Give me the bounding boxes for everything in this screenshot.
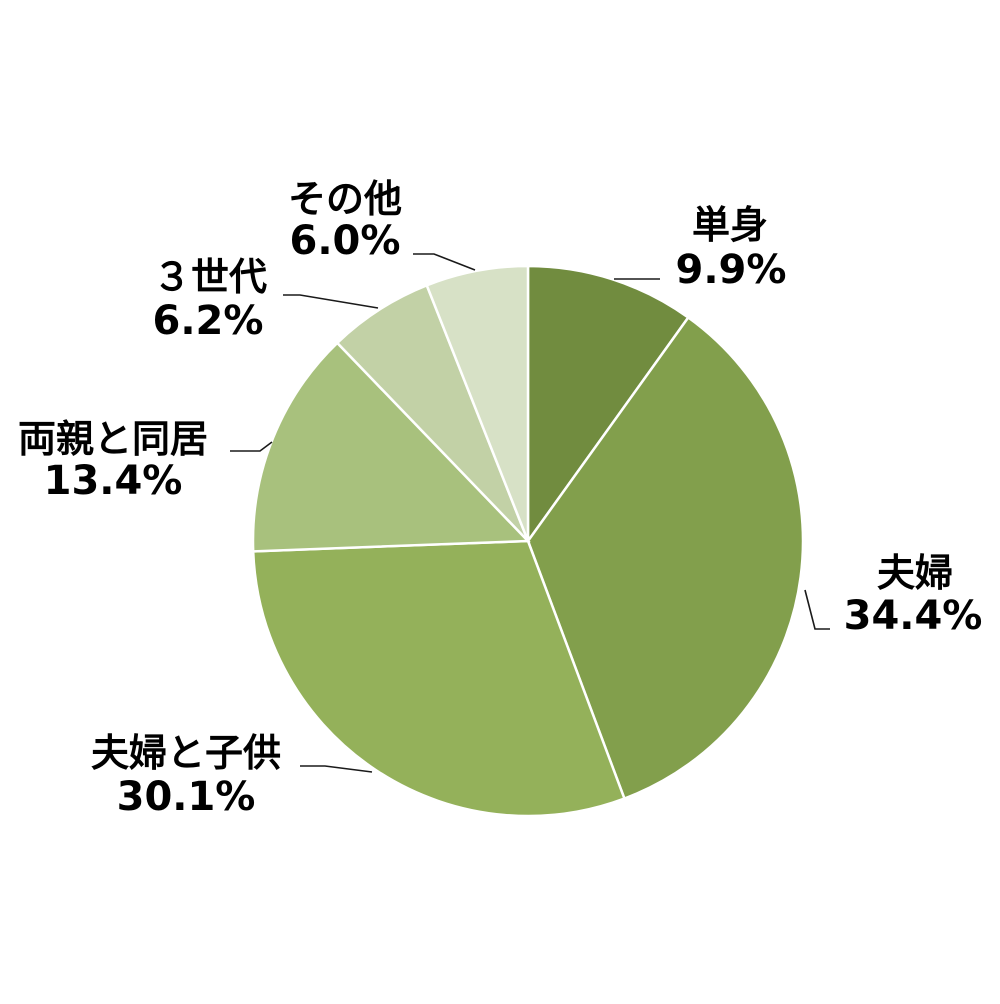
pie-slice-2	[526, 315, 805, 801]
slice-value-2: 34.4%	[844, 593, 983, 639]
leader-line-3	[300, 765, 373, 773]
slice-label-1: 単身	[692, 203, 768, 247]
slice-label-2: 夫婦	[877, 551, 953, 595]
pie-slice-4	[251, 341, 531, 553]
slice-label-4: 両親と同居	[18, 417, 208, 461]
pie-slice-3	[251, 539, 627, 818]
slice-label-5: ３世代	[153, 255, 267, 299]
slice-label-3: 夫婦と子供	[91, 731, 281, 775]
leader-lines-layer	[230, 253, 830, 773]
slice-value-4: 13.4%	[44, 458, 183, 504]
leader-line-4	[230, 441, 273, 452]
pie-slice-1	[526, 264, 690, 545]
slice-value-3: 30.1%	[117, 774, 256, 820]
slice-value-6: 6.0%	[290, 218, 401, 264]
pie-slice-6	[425, 264, 530, 542]
slice-value-1: 9.9%	[676, 247, 787, 293]
slices-layer	[251, 264, 805, 818]
leader-line-2	[804, 589, 830, 630]
leader-line-6	[413, 253, 476, 271]
leader-line-5	[283, 294, 379, 309]
slice-label-6: その他	[288, 177, 402, 221]
slice-value-5: 6.2%	[153, 298, 264, 344]
